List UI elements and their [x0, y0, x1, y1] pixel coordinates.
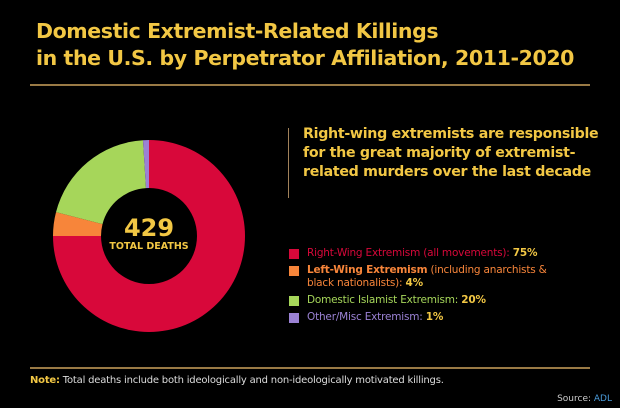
- chart-title: Domestic Extremist-Related Killings in t…: [36, 18, 596, 72]
- swatch-islamist: [289, 296, 299, 306]
- swatch-right-wing: [289, 249, 299, 259]
- total-deaths-label: TOTAL DEATHS: [109, 241, 189, 252]
- legend-label: Domestic Islamist Extremism:: [307, 294, 459, 306]
- legend-label: Right-Wing Extremism (all movements):: [307, 247, 510, 259]
- legend-pct: 1%: [425, 311, 444, 323]
- legend-label-rest: (including anarchists & black nationalis…: [307, 264, 547, 289]
- legend-item-islamist: Domestic Islamist Extremism: 20%: [289, 294, 609, 307]
- legend-label: Other/Misc Extremism:: [307, 311, 423, 323]
- source: Source: ADL: [557, 394, 612, 404]
- donut-chart: 429 TOTAL DEATHS: [52, 139, 246, 333]
- title-line-2: in the U.S. by Perpetrator Affiliation, …: [36, 46, 575, 70]
- legend-label-bold: Left-Wing Extremism: [307, 264, 428, 276]
- note-label: Note:: [30, 375, 60, 386]
- title-line-1: Domestic Extremist-Related Killings: [36, 19, 439, 43]
- donut-slice: [56, 140, 146, 225]
- donut-center: 429 TOTAL DEATHS: [52, 139, 246, 333]
- note: Note: Total deaths include both ideologi…: [30, 375, 444, 386]
- legend-item-other: Other/Misc Extremism: 1%: [289, 311, 609, 324]
- title-divider: [30, 84, 590, 86]
- note-text: Total deaths include both ideologically …: [59, 375, 444, 386]
- donut-slice: [142, 140, 149, 189]
- donut-svg: [53, 140, 245, 332]
- source-link[interactable]: ADL: [593, 394, 612, 404]
- legend: Right-Wing Extremism (all movements): 75…: [289, 247, 609, 328]
- legend-item-right-wing: Right-Wing Extremism (all movements): 75…: [289, 247, 609, 260]
- swatch-other: [289, 313, 299, 323]
- legend-pct: 20%: [461, 294, 486, 306]
- legend-pct: 75%: [512, 247, 538, 259]
- donut-slice: [53, 140, 245, 332]
- legend-item-left-wing: Left-Wing Extremism (including anarchist…: [289, 264, 609, 290]
- legend-pct: 4%: [405, 277, 424, 289]
- source-label: Source:: [557, 394, 594, 404]
- donut-slice: [53, 212, 103, 236]
- callout: Right-wing extremists are responsible fo…: [288, 126, 603, 198]
- callout-text: Right-wing extremists are responsible fo…: [303, 126, 599, 180]
- footer-divider: [30, 367, 590, 369]
- swatch-left-wing: [289, 266, 299, 276]
- total-deaths-value: 429: [123, 214, 175, 242]
